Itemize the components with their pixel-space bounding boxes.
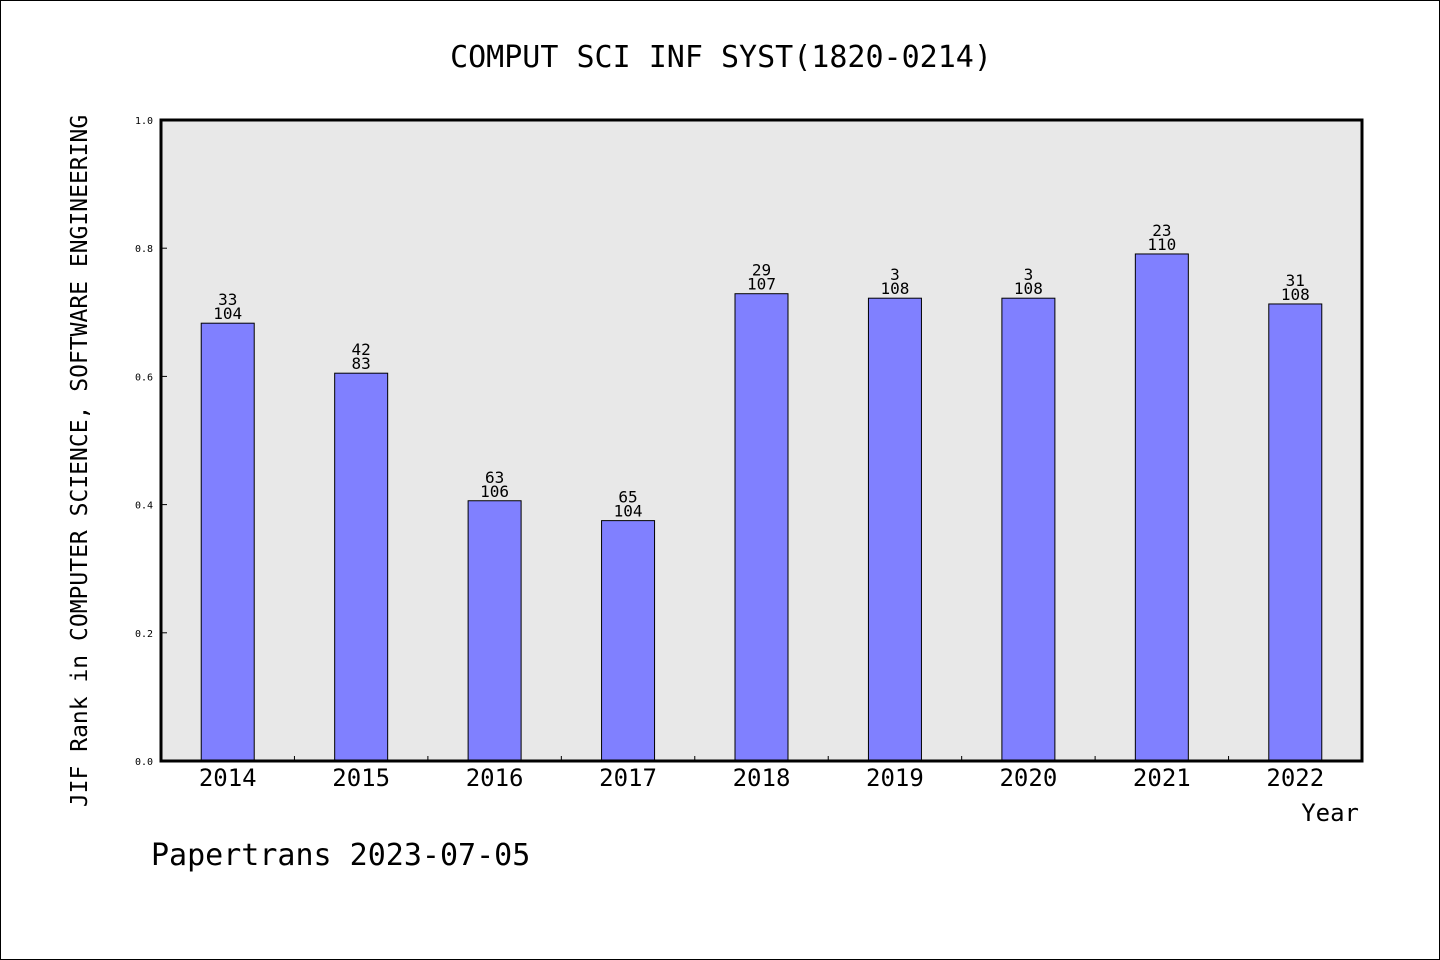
bar-labels: 3310420144283201563106201665104201729107… xyxy=(199,221,1324,792)
y-tick-label: 0.2 xyxy=(135,629,153,640)
y-tick-label: 0.6 xyxy=(135,372,153,383)
bar-total-label: 83 xyxy=(352,354,371,373)
bar-rank-label: 3 xyxy=(890,265,900,284)
bar-rank-label: 23 xyxy=(1152,221,1171,240)
x-tick-label: 2016 xyxy=(466,764,524,792)
bar-rank-label: 63 xyxy=(485,468,504,487)
bar-total-label: 107 xyxy=(747,275,776,294)
bar xyxy=(334,372,389,762)
x-tick-label: 2018 xyxy=(733,764,791,792)
plot-frame xyxy=(159,118,1364,763)
y-tick-label: 0.4 xyxy=(135,501,153,512)
bar xyxy=(1134,253,1189,762)
bar-rank-label: 33 xyxy=(218,290,237,309)
x-tick-label: 2017 xyxy=(599,764,657,792)
bar-rank-label: 29 xyxy=(752,261,771,280)
x-tick-label: 2015 xyxy=(332,764,390,792)
bar-rank-label: 3 xyxy=(1024,265,1034,284)
y-axis-label: JIF Rank in COMPUTER SCIENCE, SOFTWARE E… xyxy=(67,115,93,807)
bar xyxy=(200,322,255,762)
bar xyxy=(1001,297,1056,762)
y-tick-label: 1.0 xyxy=(135,116,153,127)
bar xyxy=(867,297,922,762)
bar-total-label: 104 xyxy=(614,502,643,521)
bar-total-label: 106 xyxy=(480,482,509,501)
bar-rank-label: 31 xyxy=(1286,271,1305,290)
bar-total-label: 108 xyxy=(1281,285,1310,304)
bar-rank-label: 42 xyxy=(352,340,371,359)
y-tick-label: 0.0 xyxy=(135,757,153,768)
bar-rank-label: 65 xyxy=(618,488,637,507)
bars xyxy=(200,253,1323,762)
x-axis-label: Year xyxy=(1301,799,1359,827)
footer-text: Papertrans 2023-07-05 xyxy=(151,838,530,873)
bar-total-label: 108 xyxy=(880,279,909,298)
chart-title: COMPUT SCI INF SYST(1820-0214) xyxy=(450,40,992,75)
bar-total-label: 108 xyxy=(1014,279,1043,298)
y-tick-label: 0.8 xyxy=(135,244,153,255)
x-tick-label: 2022 xyxy=(1266,764,1324,792)
bar xyxy=(467,500,522,762)
bar xyxy=(734,293,789,762)
x-tick-label: 2020 xyxy=(999,764,1057,792)
bar-total-label: 104 xyxy=(213,304,242,323)
bar-total-label: 110 xyxy=(1147,235,1176,254)
bar xyxy=(1268,303,1323,762)
x-tick-label: 2019 xyxy=(866,764,924,792)
x-tick-label: 2014 xyxy=(199,764,257,792)
bar xyxy=(601,520,656,762)
x-tick-label: 2021 xyxy=(1133,764,1191,792)
